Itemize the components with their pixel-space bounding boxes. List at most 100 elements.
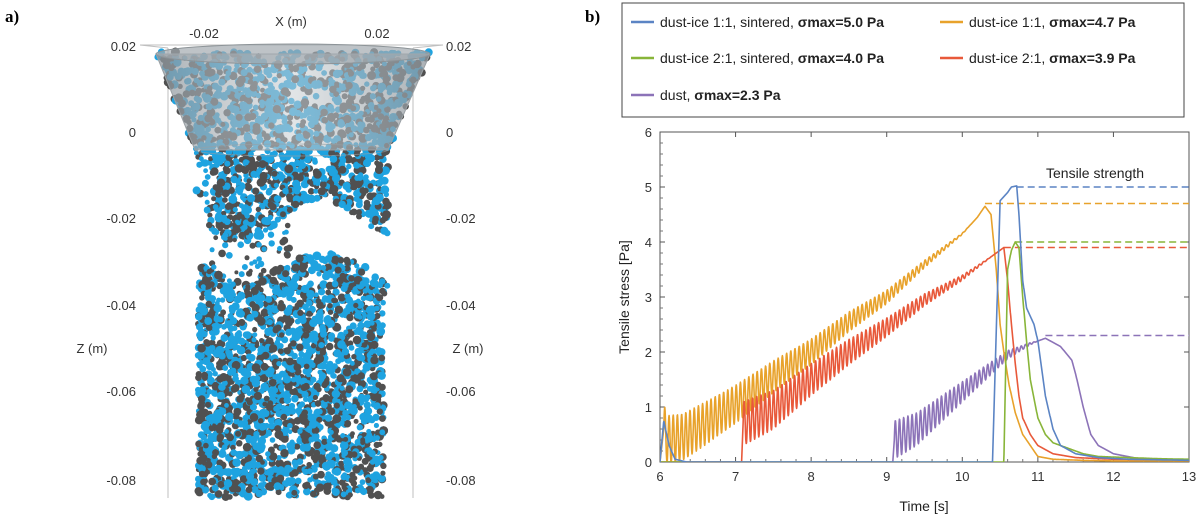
particle bbox=[373, 402, 381, 410]
particle bbox=[251, 303, 260, 312]
legend-label: dust, σmax=2.3 Pa bbox=[660, 87, 781, 103]
particle bbox=[355, 209, 362, 216]
particle bbox=[325, 362, 334, 372]
particle bbox=[345, 414, 352, 421]
particle bbox=[198, 399, 205, 407]
particle bbox=[205, 300, 212, 308]
particle bbox=[370, 340, 379, 349]
x-tick-label: 8 bbox=[808, 469, 815, 484]
particle bbox=[329, 185, 339, 194]
particle bbox=[272, 326, 280, 334]
particle bbox=[216, 391, 226, 400]
particle bbox=[230, 385, 238, 393]
particle bbox=[208, 156, 214, 162]
particle bbox=[277, 245, 283, 252]
particle bbox=[291, 459, 299, 466]
particle bbox=[320, 449, 326, 455]
particle bbox=[345, 385, 354, 394]
particle bbox=[354, 360, 361, 367]
particle bbox=[280, 434, 289, 443]
particle bbox=[241, 264, 248, 270]
particle bbox=[379, 322, 386, 329]
particle bbox=[347, 492, 353, 498]
particle bbox=[294, 159, 301, 167]
z-tick-right-neg-0.02: -0.02 bbox=[446, 211, 476, 226]
particle bbox=[234, 331, 243, 339]
particle bbox=[344, 265, 351, 272]
particle bbox=[293, 363, 302, 372]
particle bbox=[219, 297, 226, 303]
particle bbox=[217, 226, 223, 232]
legend-sigma: σmax=4.0 Pa bbox=[798, 50, 884, 66]
particle bbox=[265, 296, 273, 303]
particle bbox=[376, 393, 382, 399]
particle bbox=[240, 165, 248, 173]
particle bbox=[278, 175, 285, 182]
particle bbox=[306, 468, 313, 475]
particle bbox=[213, 304, 222, 313]
particle bbox=[349, 181, 358, 191]
particle bbox=[267, 231, 275, 238]
particle bbox=[198, 446, 204, 452]
particle bbox=[223, 218, 231, 226]
particle bbox=[276, 455, 282, 461]
particle bbox=[319, 181, 327, 188]
particle bbox=[378, 177, 386, 185]
particle bbox=[198, 386, 207, 395]
particle bbox=[319, 149, 327, 157]
particle bbox=[272, 466, 279, 473]
particle bbox=[345, 296, 353, 304]
particle bbox=[309, 318, 318, 328]
particle bbox=[229, 307, 236, 314]
particle bbox=[343, 436, 349, 442]
particle bbox=[279, 332, 285, 338]
particle bbox=[379, 278, 386, 285]
particle bbox=[207, 212, 213, 218]
particle bbox=[242, 442, 252, 452]
particle bbox=[293, 305, 300, 311]
particle bbox=[220, 210, 227, 217]
particle bbox=[319, 280, 328, 289]
particle bbox=[306, 462, 312, 468]
particle bbox=[230, 367, 237, 374]
particle bbox=[250, 435, 258, 443]
particle bbox=[263, 227, 268, 233]
particle bbox=[234, 270, 239, 275]
particle bbox=[267, 367, 275, 375]
particle bbox=[199, 306, 209, 316]
particle bbox=[316, 317, 324, 325]
particle bbox=[374, 226, 380, 232]
particle bbox=[288, 403, 295, 410]
particle bbox=[241, 429, 248, 436]
particle bbox=[201, 159, 209, 167]
particle bbox=[295, 477, 302, 485]
particle bbox=[232, 325, 238, 331]
particle bbox=[343, 256, 351, 264]
particle bbox=[211, 264, 217, 270]
particle bbox=[224, 160, 231, 167]
particle bbox=[363, 389, 368, 395]
particle bbox=[306, 283, 312, 289]
particle bbox=[283, 251, 290, 258]
particle bbox=[227, 391, 233, 397]
particle bbox=[287, 442, 295, 450]
particle bbox=[211, 484, 219, 492]
particle bbox=[296, 299, 305, 308]
box-corner-left bbox=[139, 44, 169, 49]
particle bbox=[203, 206, 211, 214]
particle bbox=[328, 429, 334, 435]
particle bbox=[242, 331, 250, 339]
particle bbox=[349, 471, 356, 478]
particle bbox=[315, 354, 325, 363]
series-line bbox=[660, 246, 1189, 462]
particle bbox=[340, 285, 348, 292]
particle bbox=[256, 193, 265, 201]
particle bbox=[379, 287, 386, 295]
particle bbox=[216, 459, 224, 467]
particle bbox=[291, 381, 297, 386]
particle bbox=[223, 167, 231, 175]
particle bbox=[282, 375, 291, 384]
particle bbox=[379, 494, 385, 499]
particle bbox=[307, 477, 313, 483]
particle bbox=[310, 376, 317, 383]
